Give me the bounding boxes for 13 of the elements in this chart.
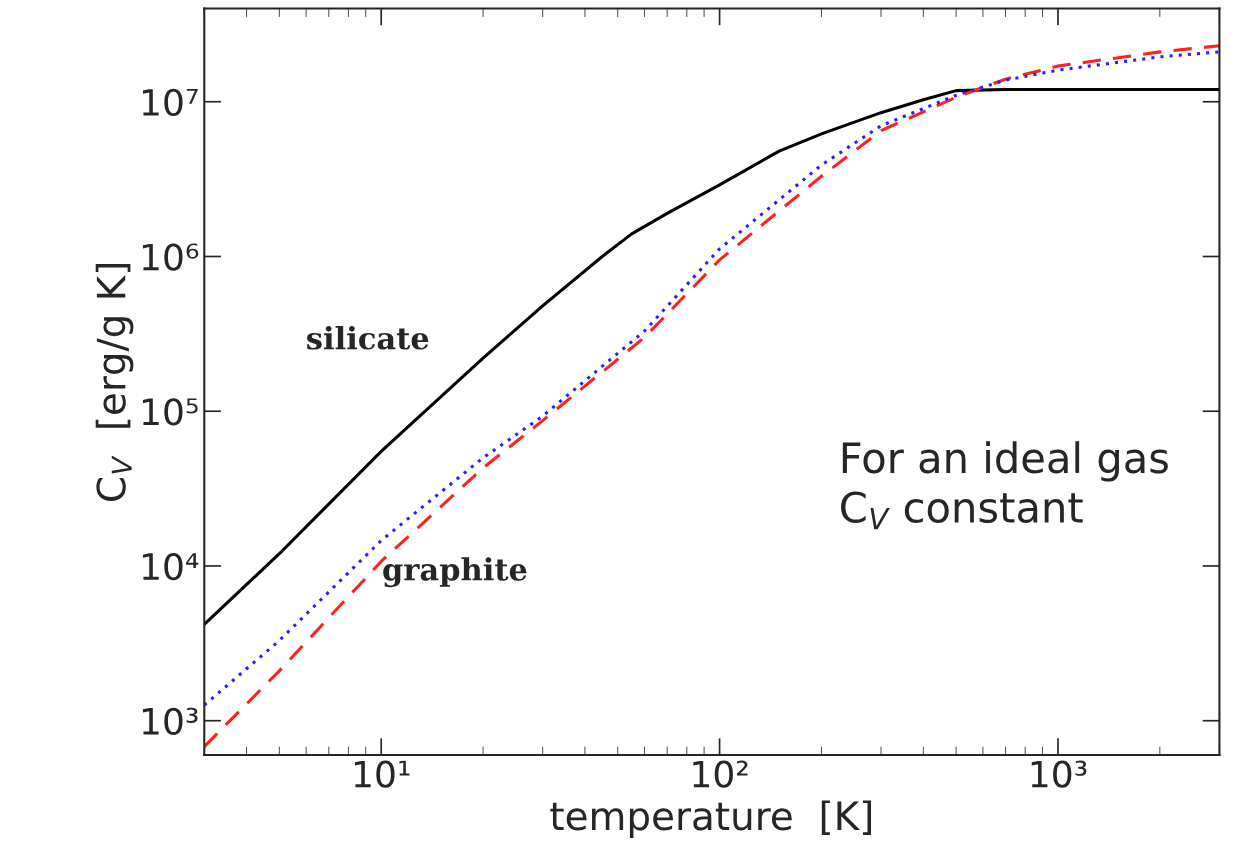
y-tick-label: 10⁵ (142, 398, 198, 426)
y-tick-label: 10³ (142, 707, 198, 735)
y-tick-label: 10⁷ (142, 88, 198, 116)
annotation: graphite (383, 557, 527, 588)
y-axis-title: C$_{V}$ [erg/g K] (95, 263, 134, 501)
x-tick-label: 10² (693, 760, 748, 788)
x-tick-label: 10³ (1031, 760, 1087, 788)
x-tick-label: 10¹ (354, 760, 410, 788)
y-tick-label: 10⁶ (142, 243, 199, 271)
annotation: For an ideal gas C$_{V}$ constant (841, 441, 1168, 530)
y-tick-label: 10⁴ (142, 552, 199, 581)
x-axis-title: temperature [K] (550, 800, 871, 839)
annotation: silicate (307, 325, 429, 350)
